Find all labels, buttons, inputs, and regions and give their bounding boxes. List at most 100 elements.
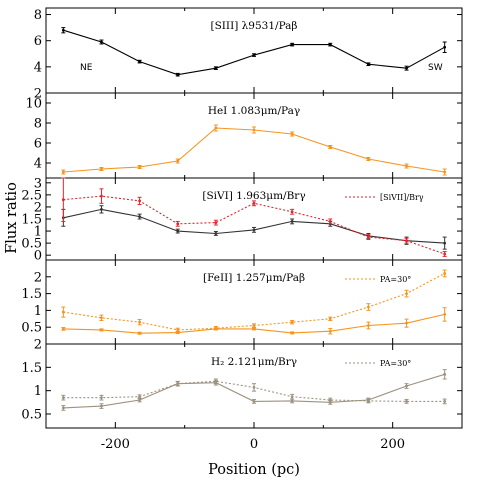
data-point <box>252 128 256 132</box>
data-point <box>61 396 65 400</box>
data-point <box>367 305 370 309</box>
y-tick-label: 6 <box>34 34 42 49</box>
data-point <box>138 320 142 324</box>
data-point <box>290 331 294 335</box>
data-point <box>405 239 408 243</box>
x-tick-label: 200 <box>380 437 405 452</box>
data-point <box>214 221 218 225</box>
data-point <box>252 324 256 327</box>
data-point <box>405 66 408 70</box>
legend-label: PA=30° <box>380 275 411 284</box>
panel-title: H₂ 2.121μm/Brγ <box>211 356 297 368</box>
data-point <box>252 386 256 389</box>
data-point <box>138 60 142 64</box>
data-point <box>252 53 256 57</box>
data-point <box>405 164 408 168</box>
x-tick-label: 0 <box>250 437 258 452</box>
data-point <box>176 73 180 77</box>
data-point <box>252 228 256 232</box>
y-tick-label: 0 <box>34 249 42 264</box>
y-tick-label: 1.5 <box>21 287 42 302</box>
data-point <box>328 398 332 402</box>
data-point <box>214 232 218 235</box>
data-point <box>61 406 65 410</box>
data-point <box>367 235 370 239</box>
y-tick-label: 2.5 <box>21 188 42 203</box>
data-point <box>100 396 103 400</box>
panel-4: 0.5 1 1.5 2 [FeII] 1.257μm/Paβ PA=30° <box>21 259 463 345</box>
data-point <box>100 404 103 408</box>
data-point <box>138 215 142 218</box>
y-tick-label: 1 <box>34 225 42 240</box>
y-tick-label: 3 <box>34 176 42 191</box>
y-tick-label: 8 <box>34 8 42 23</box>
panel-2: 4 6 8 10 HeI 1.083μm/Paγ <box>25 92 463 179</box>
data-point <box>61 28 65 32</box>
data-point <box>328 145 332 149</box>
y-tick-label: 0.5 <box>21 237 42 252</box>
data-point <box>100 40 103 44</box>
y-tick-label: 6 <box>34 137 42 152</box>
y-tick-label: 10 <box>25 97 42 112</box>
y-tick-label: 0.5 <box>21 321 42 336</box>
data-point <box>100 316 103 320</box>
data-point <box>443 400 447 403</box>
x-axis-title: Position (pc) <box>208 462 300 478</box>
data-point <box>214 126 218 130</box>
data-point <box>367 399 370 403</box>
data-point <box>138 398 142 402</box>
data-point <box>100 328 103 332</box>
data-point <box>290 220 294 223</box>
data-point <box>214 326 218 330</box>
data-point <box>328 43 332 47</box>
data-point <box>290 395 294 399</box>
data-point <box>328 220 332 223</box>
data-point <box>405 292 408 295</box>
data-point <box>176 382 180 386</box>
data-point <box>214 66 218 70</box>
y-tick-label: 8 <box>34 117 42 132</box>
data-point <box>138 395 142 399</box>
panel-3: 00.511.522.53 [SiVI] 1.963μm/Brγ [SiVII]/B… <box>21 176 463 264</box>
data-point <box>176 328 180 332</box>
legend-label: PA=30° <box>380 359 411 368</box>
data-point <box>443 241 447 245</box>
data-point <box>252 201 256 205</box>
data-point <box>443 372 447 376</box>
data-point <box>61 327 65 331</box>
y-tick-label: 0.5 <box>21 408 42 423</box>
data-point <box>443 45 447 49</box>
data-point <box>290 210 294 214</box>
corner-label-ne: NE <box>80 63 93 73</box>
data-point <box>61 198 65 202</box>
data-point <box>443 170 447 174</box>
y-axis-title: Flux ratio <box>4 182 20 254</box>
data-point <box>328 317 332 321</box>
panel-title: [SiVI] 1.963μm/Brγ <box>202 190 305 202</box>
data-point <box>290 399 294 403</box>
y-tick-label: 1.5 <box>21 361 42 376</box>
data-point <box>290 132 294 136</box>
series-line <box>63 127 445 173</box>
data-point <box>100 194 103 198</box>
panel-5: 0.5 1 1.5 2 H₂ 2.121μm/Brγ PA=30° <box>21 338 463 429</box>
panel-1: 2 4 6 8 [SIII] λ9531/Paβ NE SW <box>34 7 463 102</box>
data-point <box>443 272 447 275</box>
data-point <box>328 329 332 333</box>
data-point <box>405 400 408 403</box>
data-point <box>61 170 65 174</box>
data-point <box>290 43 294 47</box>
series-line <box>63 29 445 76</box>
data-point <box>367 62 370 66</box>
y-tick-label: 4 <box>34 60 42 75</box>
data-point <box>176 222 180 226</box>
y-tick-label: 4 <box>34 157 42 172</box>
data-point <box>176 229 180 233</box>
panel-title: [FeII] 1.257μm/Paβ <box>203 272 305 284</box>
data-point <box>138 199 142 203</box>
data-point <box>100 207 103 211</box>
legend-label: [SiVII]/Brγ <box>380 193 424 202</box>
data-point <box>367 157 370 161</box>
data-point <box>138 165 142 169</box>
